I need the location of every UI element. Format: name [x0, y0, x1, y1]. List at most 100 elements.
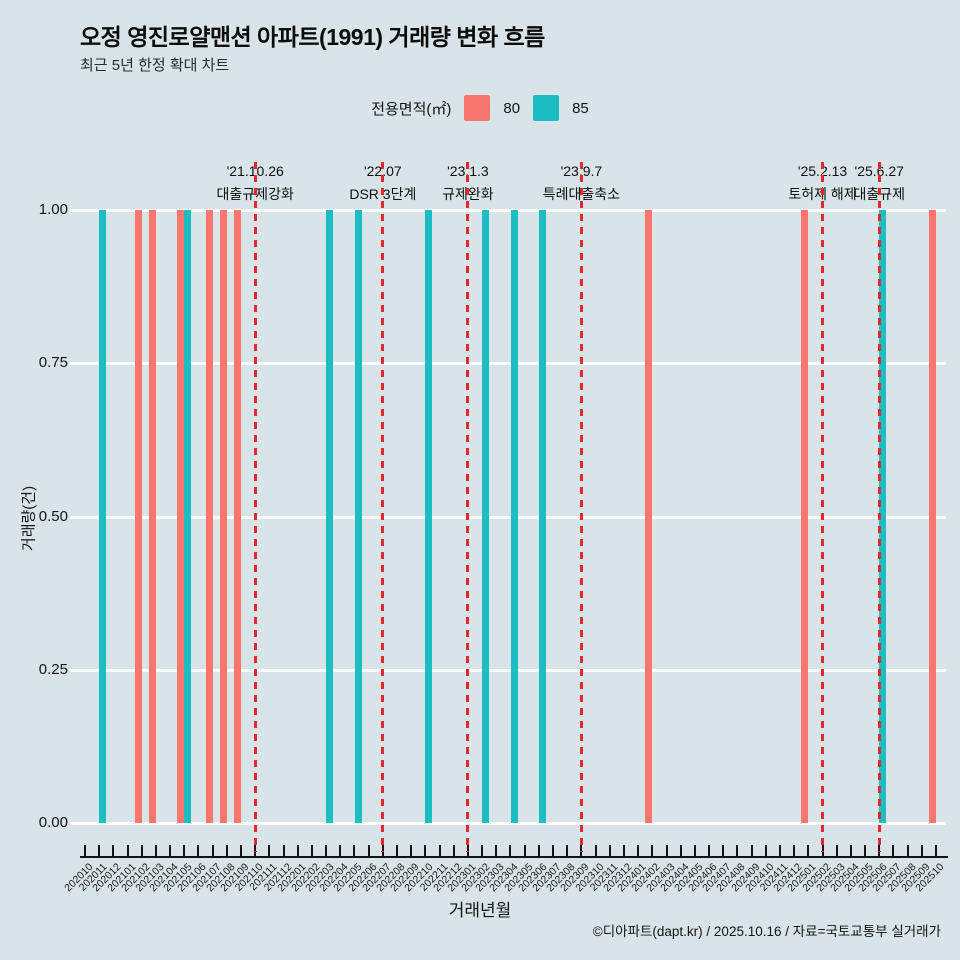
- x-tick-202010: [84, 845, 86, 856]
- legend: 전용면적(㎡) 80 85: [0, 94, 960, 122]
- bar-80-202108: [219, 210, 227, 823]
- bar-80-202105: [177, 210, 185, 823]
- bar-80-202501: [801, 210, 809, 823]
- x-tick-202105: [183, 845, 186, 856]
- x-tick-202101: [126, 845, 129, 856]
- annotation-line-202301: [466, 162, 470, 852]
- y-tick-label: 0.00: [38, 814, 68, 831]
- x-tick-202401: [637, 845, 640, 856]
- x-tick-202308: [566, 845, 569, 856]
- legend-swatch-80: [464, 95, 491, 121]
- x-axis-line: [80, 856, 948, 858]
- bar-80-202107: [205, 210, 213, 823]
- y-tick-label: 0.75: [38, 354, 68, 372]
- x-tick-202109: [240, 845, 242, 856]
- x-tick-202206: [367, 845, 370, 856]
- bar-80-202109: [234, 210, 241, 823]
- x-tick-202405: [693, 845, 696, 856]
- bar-85-202203: [326, 210, 334, 823]
- x-tick-202108: [225, 845, 228, 856]
- bar-85-202306: [538, 210, 546, 823]
- footer-credit: ©디아파트(dapt.kr) / 2025.10.16 / 자료=국토교통부 실…: [592, 924, 941, 939]
- gridline-0.00: [80, 822, 946, 825]
- x-tick-202408: [736, 845, 739, 856]
- annotation-line-202207: [381, 162, 385, 852]
- x-tick-202411: [778, 845, 781, 856]
- x-tick-202307: [552, 845, 555, 856]
- x-tick-202211: [438, 845, 441, 856]
- x-tick-202112: [282, 845, 285, 856]
- bar-85-202105: [184, 210, 192, 823]
- bar-80-202402: [645, 210, 653, 823]
- legend-title: 전용면적(㎡): [371, 100, 452, 118]
- x-tick-202203: [325, 845, 328, 856]
- x-tick-202507: [892, 845, 895, 856]
- annotation-line-202502: [821, 162, 825, 852]
- x-tick-202306: [537, 845, 540, 856]
- x-tick-202205: [353, 845, 356, 856]
- x-tick-202312: [622, 845, 625, 856]
- bar-85-202011: [99, 210, 107, 823]
- x-tick-202210: [424, 845, 427, 856]
- chart-subtitle: 최근 5년 한정 확대 차트: [80, 57, 230, 74]
- bar-80-202510: [929, 210, 936, 823]
- x-tick-202106: [197, 845, 200, 856]
- x-tick-202503: [835, 845, 838, 856]
- x-tick-202404: [679, 845, 682, 856]
- x-tick-202201: [296, 845, 299, 856]
- x-tick-202302: [481, 845, 484, 856]
- bar-85-202210: [425, 210, 433, 823]
- y-tick-label: 0.25: [38, 660, 68, 678]
- x-tick-202103: [154, 845, 157, 856]
- x-tick-202209: [410, 845, 413, 856]
- legend-label-85: 85: [572, 99, 589, 117]
- x-tick-202409: [750, 845, 753, 856]
- y-tick-0.25: [70, 668, 82, 672]
- x-tick-202305: [523, 845, 526, 856]
- x-tick-202107: [211, 845, 214, 856]
- bar-85-202506: [879, 210, 887, 823]
- annotation-line-202309: [579, 162, 583, 852]
- y-tick-0.75: [70, 362, 82, 366]
- annotation-line-202110: [253, 162, 257, 852]
- y-tick-label: 1.00: [38, 201, 68, 218]
- x-tick-202509: [920, 845, 923, 856]
- bar-85-202302: [482, 210, 490, 823]
- x-tick-202303: [495, 845, 498, 856]
- x-tick-202012: [112, 845, 115, 856]
- x-tick-202410: [764, 845, 767, 856]
- y-tick-label: 0.50: [38, 507, 68, 525]
- annotation-line-202506: [877, 162, 881, 852]
- x-tick-202304: [509, 845, 512, 856]
- legend-swatch-85: [533, 95, 560, 121]
- bar-85-202205: [354, 210, 362, 823]
- x-tick-202510: [934, 845, 937, 856]
- x-tick-202111: [268, 845, 271, 856]
- x-tick-202407: [722, 845, 725, 856]
- x-tick-202504: [849, 845, 852, 856]
- y-tick-0.50: [70, 515, 82, 519]
- legend-label-80: 80: [503, 99, 521, 117]
- x-tick-202204: [339, 845, 342, 856]
- x-tick-202403: [665, 845, 668, 856]
- x-tick-202412: [793, 845, 796, 856]
- x-tick-202406: [708, 845, 711, 856]
- x-tick-202508: [906, 845, 909, 856]
- x-tick-202212: [452, 845, 455, 856]
- y-tick-0.00: [70, 822, 82, 825]
- x-tick-202402: [651, 845, 654, 856]
- x-tick-202501: [807, 845, 810, 856]
- x-tick-202208: [396, 845, 399, 856]
- chart-title: 오정 영진로얄맨션 아파트(1991) 거래량 변화 흐름: [80, 24, 545, 50]
- x-tick-202311: [608, 845, 611, 856]
- x-tick-202202: [310, 845, 313, 856]
- x-tick-202011: [98, 845, 101, 856]
- x-tick-202505: [864, 845, 867, 856]
- bar-80-202103: [148, 210, 156, 823]
- x-tick-202310: [594, 845, 597, 856]
- bar-80-202102: [134, 210, 142, 823]
- x-tick-202102: [140, 845, 143, 856]
- x-tick-202104: [169, 845, 172, 856]
- y-tick-1.00: [70, 209, 82, 212]
